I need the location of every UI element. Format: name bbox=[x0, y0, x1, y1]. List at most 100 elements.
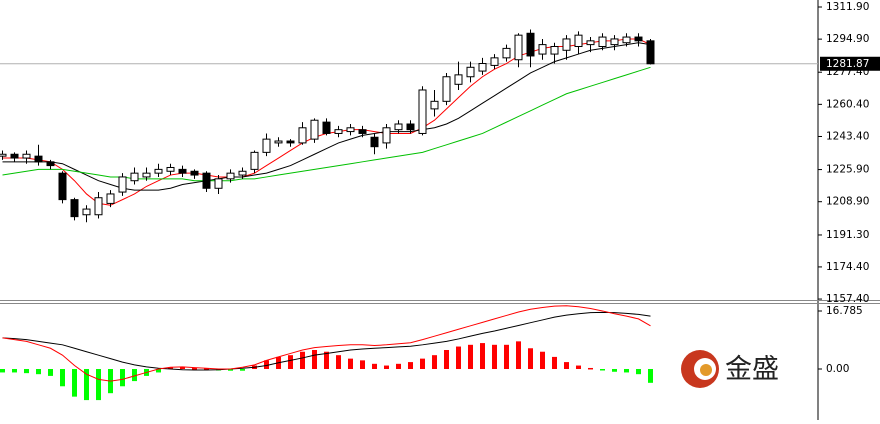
candle-body bbox=[82, 208, 91, 216]
histogram-bar bbox=[612, 368, 617, 372]
candle-body bbox=[250, 151, 259, 170]
histogram-bar bbox=[600, 368, 605, 371]
logo: 金盛 bbox=[681, 350, 779, 388]
histogram-bar bbox=[228, 368, 233, 371]
candle-body bbox=[406, 123, 415, 131]
histogram-bar bbox=[456, 346, 461, 369]
moving-average bbox=[2, 66, 651, 182]
candle-body bbox=[142, 172, 151, 178]
histogram-bar bbox=[120, 368, 125, 387]
histogram-bar bbox=[492, 344, 497, 369]
histogram-bar bbox=[156, 368, 161, 373]
histogram-bar bbox=[552, 356, 557, 369]
histogram-bar bbox=[336, 355, 341, 369]
candle-body bbox=[586, 40, 595, 46]
logo-text: 金盛 bbox=[725, 354, 779, 384]
candle-body bbox=[298, 127, 307, 144]
histogram-bar bbox=[180, 367, 185, 369]
histogram-bar bbox=[564, 362, 569, 369]
candle-body bbox=[286, 140, 295, 144]
macd-line bbox=[2, 305, 651, 382]
candle-body bbox=[598, 36, 607, 48]
candle-body bbox=[562, 38, 571, 51]
candle-body bbox=[490, 57, 499, 66]
histogram-bar bbox=[348, 358, 353, 369]
y-tick-label: 1260.40 bbox=[826, 98, 869, 110]
candle-body bbox=[202, 172, 211, 189]
y-tick-label: 1191.30 bbox=[826, 229, 869, 241]
candle-body bbox=[178, 168, 187, 174]
candle-body bbox=[574, 34, 583, 48]
moving-average bbox=[2, 42, 651, 191]
candle-body bbox=[358, 129, 367, 134]
candle-body bbox=[538, 44, 547, 55]
candle-body bbox=[514, 34, 523, 61]
histogram-bar bbox=[132, 368, 137, 382]
candle-body bbox=[646, 40, 655, 65]
histogram-bar bbox=[300, 351, 305, 369]
candle-body bbox=[214, 178, 223, 189]
y-tick-label: 1311.90 bbox=[826, 1, 869, 13]
candle-body bbox=[334, 129, 343, 134]
histogram-bar bbox=[36, 368, 41, 375]
candle-body bbox=[550, 46, 559, 55]
histogram-bar bbox=[624, 368, 629, 373]
histogram-bar bbox=[48, 368, 53, 376]
candle-body bbox=[70, 199, 79, 218]
histogram-bar bbox=[60, 368, 65, 387]
candle-body bbox=[466, 66, 475, 78]
candle-body bbox=[382, 127, 391, 144]
histogram-bar bbox=[360, 360, 365, 369]
candle-body bbox=[418, 89, 427, 134]
candle-body bbox=[430, 100, 439, 110]
histogram-bar bbox=[576, 365, 581, 369]
candle-body bbox=[526, 32, 535, 57]
histogram-bar bbox=[504, 344, 509, 369]
histogram-bar bbox=[0, 368, 5, 373]
candle-body bbox=[478, 63, 487, 72]
macd-line bbox=[2, 311, 651, 371]
candle-body bbox=[274, 140, 283, 144]
y-tick-label: 16.785 bbox=[826, 305, 863, 317]
histogram-bar bbox=[192, 367, 197, 370]
histogram-bar bbox=[204, 368, 209, 370]
y-tick-label: 1243.40 bbox=[826, 130, 869, 142]
histogram-bar bbox=[516, 341, 521, 369]
candle-body bbox=[346, 127, 355, 133]
candle-body bbox=[394, 123, 403, 131]
histogram-bar bbox=[636, 368, 641, 375]
histogram-bar bbox=[444, 349, 449, 369]
histogram-bar bbox=[168, 367, 173, 369]
candle-body bbox=[130, 172, 139, 182]
candle-body bbox=[166, 166, 175, 172]
histogram-bar bbox=[312, 349, 317, 369]
y-tick-label: 1174.40 bbox=[826, 261, 869, 273]
y-tick-label: 1208.90 bbox=[826, 196, 869, 208]
candle-body bbox=[106, 193, 115, 204]
histogram-bar bbox=[264, 360, 269, 369]
histogram-bar bbox=[528, 348, 533, 369]
candle-body bbox=[46, 161, 55, 167]
candle-body bbox=[10, 153, 19, 159]
candle-body bbox=[310, 119, 319, 140]
histogram-bar bbox=[420, 358, 425, 369]
last-price-box bbox=[820, 56, 880, 71]
y-tick-label: 1294.90 bbox=[826, 33, 869, 45]
candle-body bbox=[118, 176, 127, 193]
candle-body bbox=[190, 170, 199, 176]
candle-body bbox=[226, 172, 235, 180]
histogram-bar bbox=[408, 362, 413, 369]
candle-body bbox=[622, 36, 631, 44]
y-tick-label: 1157.40 bbox=[826, 293, 869, 305]
histogram-bar bbox=[324, 351, 329, 369]
candle-body bbox=[322, 121, 331, 134]
candle-body bbox=[58, 172, 67, 201]
logo-icon-core bbox=[700, 364, 712, 376]
histogram-bar bbox=[468, 344, 473, 369]
candle-body bbox=[262, 138, 271, 153]
candle-body bbox=[502, 47, 511, 59]
candle-body bbox=[442, 76, 451, 102]
histogram-bar bbox=[72, 368, 77, 397]
